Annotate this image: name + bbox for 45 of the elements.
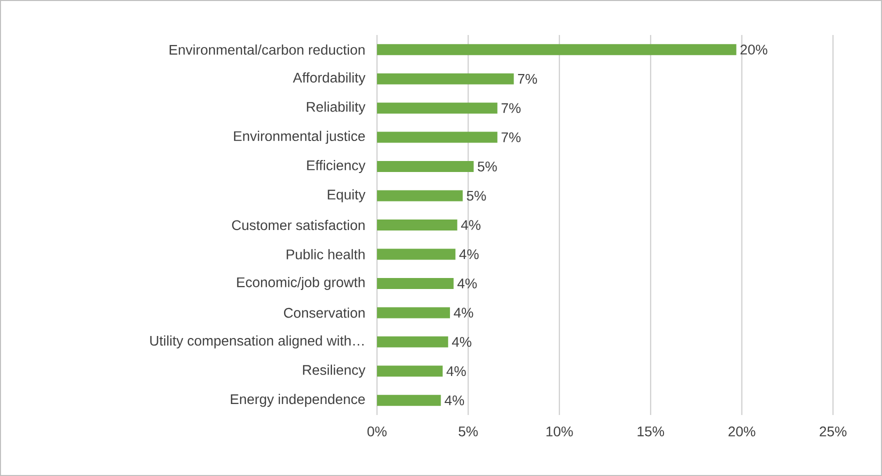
x-tick-label: 0% <box>367 426 387 436</box>
bar <box>377 220 458 231</box>
x-tick-label: 15% <box>638 426 664 436</box>
y-tick-label: Conservation <box>284 308 365 318</box>
bar <box>377 161 474 172</box>
bar <box>377 73 514 84</box>
y-tick-label: Customer satisfaction <box>232 220 365 230</box>
bar <box>377 394 441 406</box>
bar <box>377 278 454 289</box>
y-tick-label: Environmental justice <box>234 130 365 144</box>
x-tick-label: 5% <box>458 426 478 436</box>
y-tick-label: Public health <box>286 249 365 260</box>
data-label: 5% <box>478 162 497 172</box>
data-label: 4% <box>457 278 477 288</box>
data-label: 7% <box>518 74 537 84</box>
y-tick-label: Efficiency <box>307 160 366 174</box>
bar <box>377 307 450 318</box>
x-tick-label: 10% <box>546 426 573 436</box>
data-label: 4% <box>454 308 474 318</box>
data-label: 4% <box>452 337 472 347</box>
bar <box>377 44 736 56</box>
y-tick-label: Economic/job growth <box>237 276 365 290</box>
y-tick-label: Affordability <box>292 72 366 86</box>
data-label: 4% <box>446 366 466 376</box>
data-label: 4% <box>461 220 480 230</box>
x-tick-label: 20% <box>728 426 756 436</box>
y-tick-label: Energy independence <box>230 394 365 407</box>
data-label: 5% <box>466 190 486 201</box>
y-tick-label: Environmental/carbon reduction <box>170 44 365 55</box>
bar <box>377 248 456 260</box>
x-tick-label: 25% <box>820 426 846 436</box>
y-tick-label: Resiliency <box>303 364 366 378</box>
data-label: 20% <box>740 44 768 55</box>
bar <box>377 336 448 348</box>
y-tick-label: Equity <box>328 189 366 202</box>
bar <box>377 190 463 202</box>
data-label: 7% <box>502 132 521 142</box>
data-label: 7% <box>502 103 521 113</box>
y-tick-label: Utility compensation aligned with… <box>150 335 364 348</box>
data-label: 4% <box>459 249 479 260</box>
bar <box>377 102 498 114</box>
bar <box>377 366 443 377</box>
bar <box>377 132 498 143</box>
data-label: 4% <box>444 396 464 406</box>
y-tick-label: Reliability <box>306 102 366 115</box>
